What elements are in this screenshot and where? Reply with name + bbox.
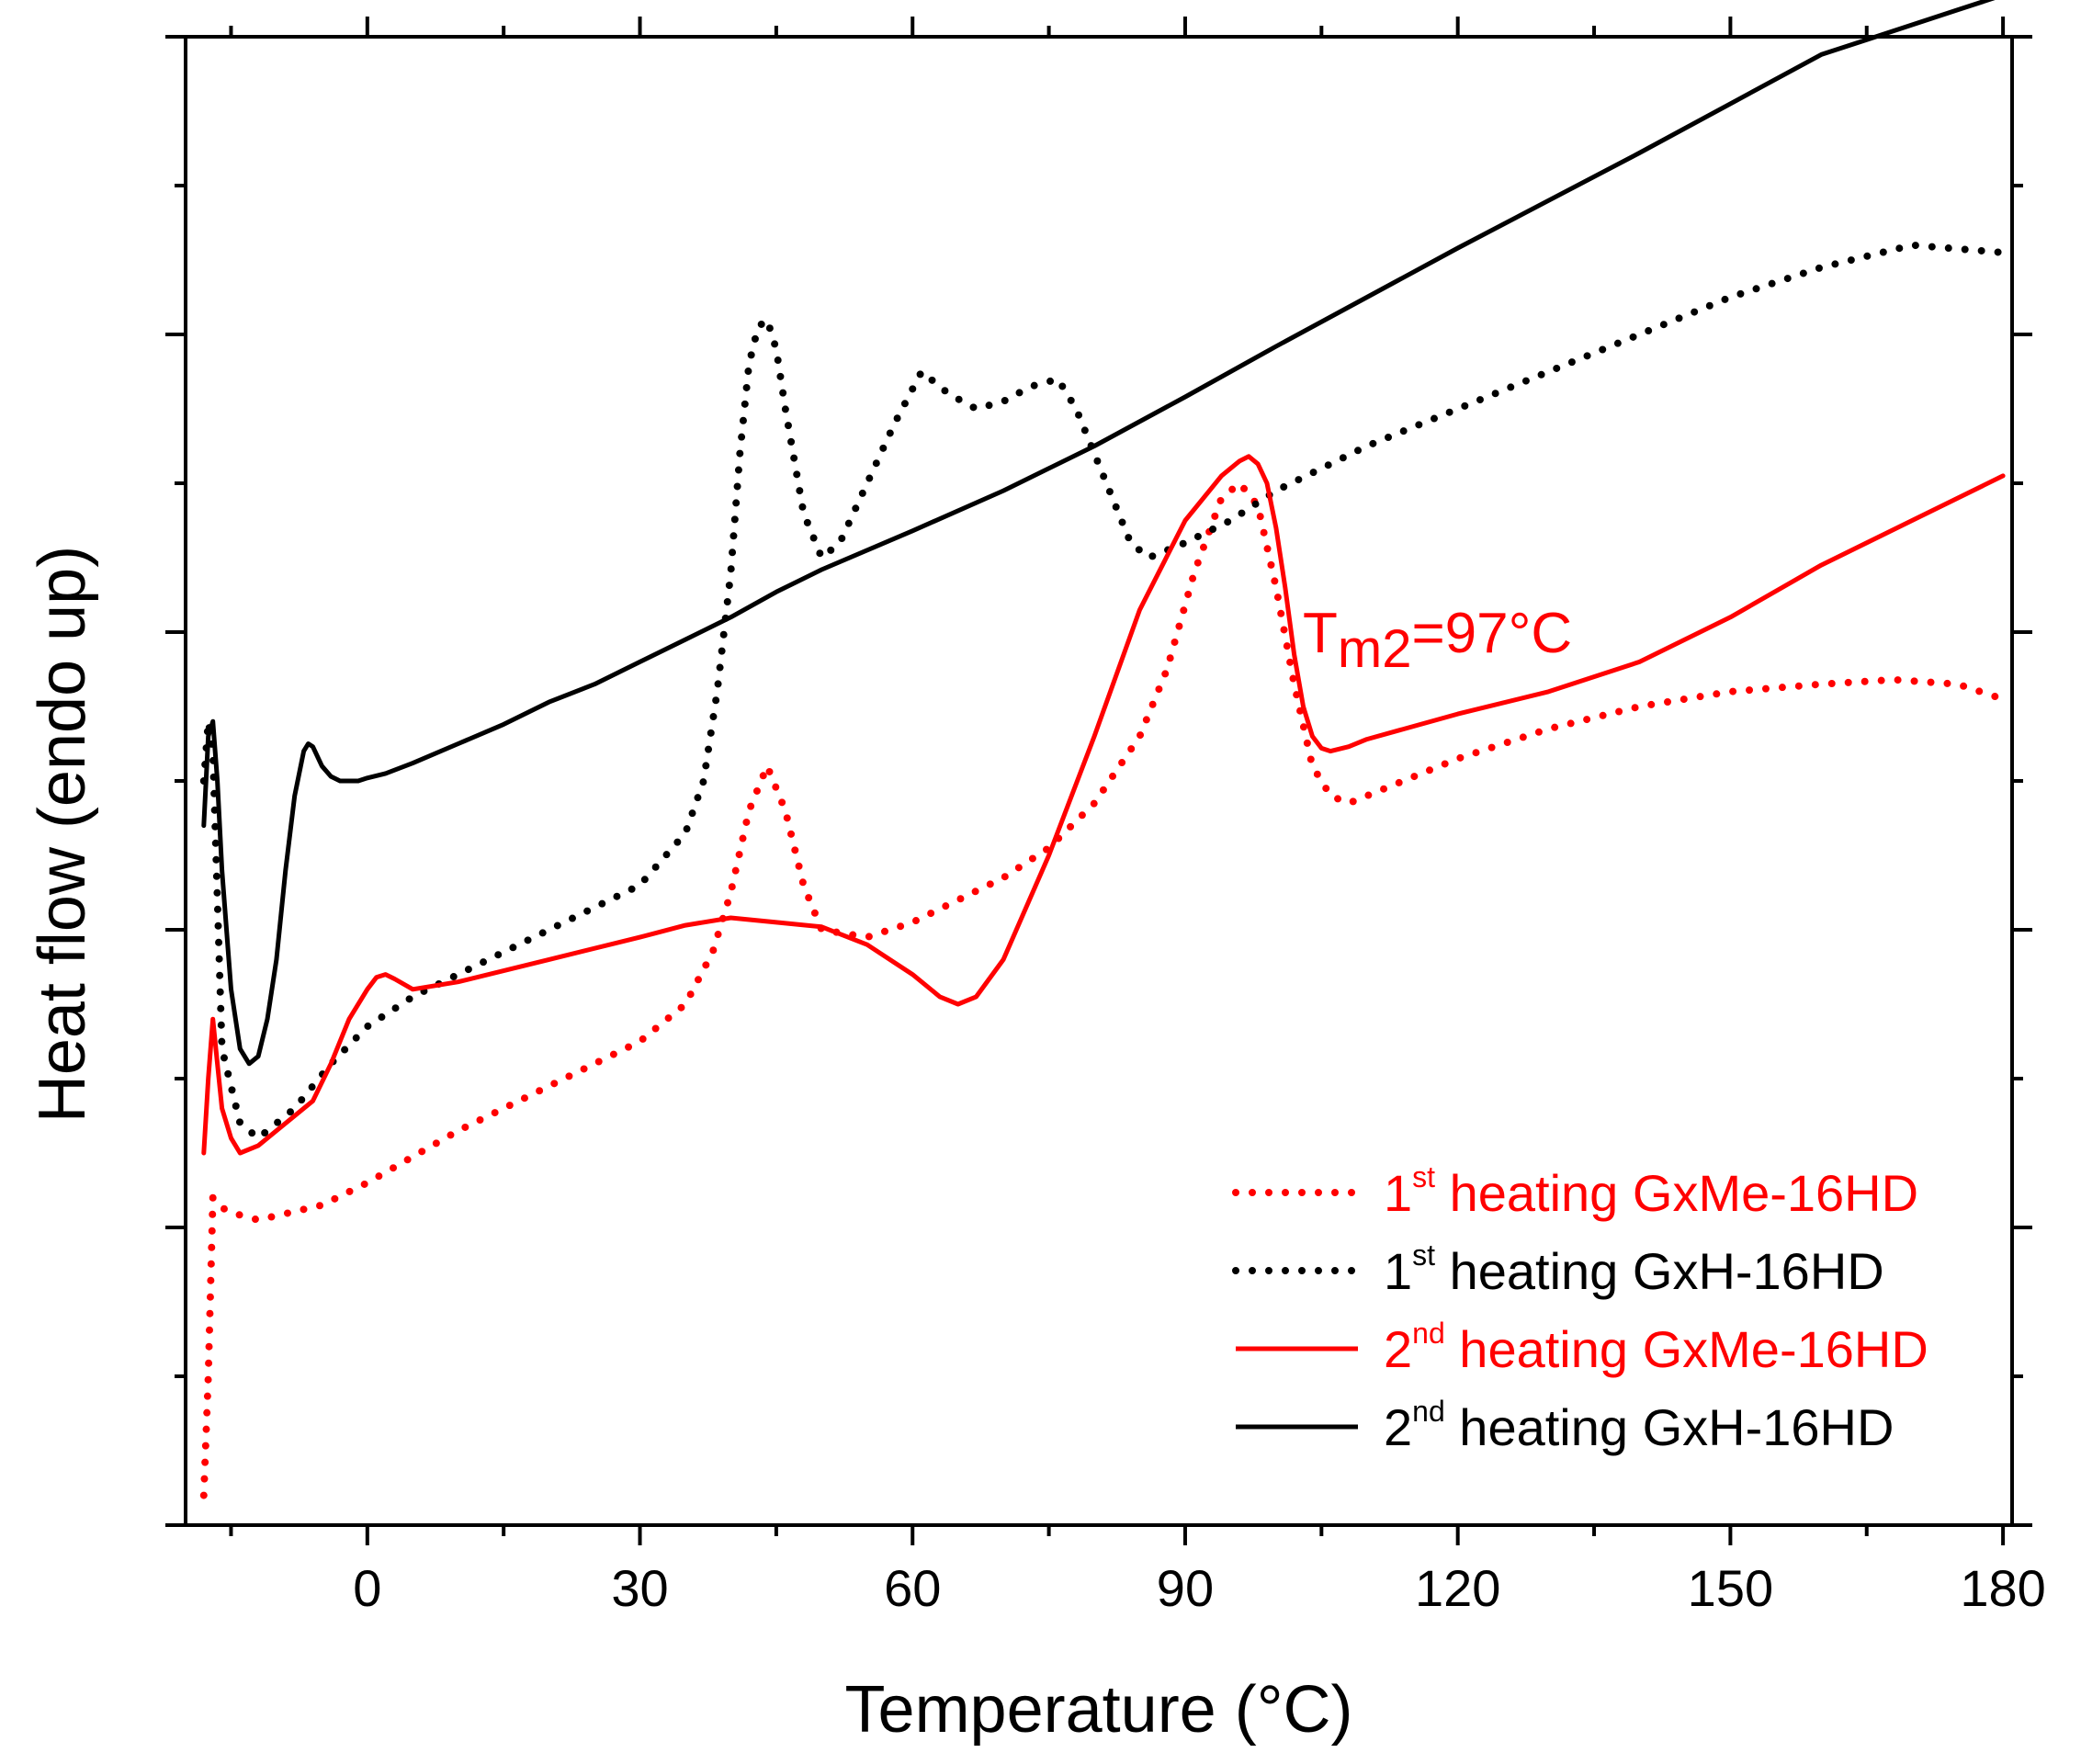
- tm2-annotation: Tm2=97°C: [1303, 602, 1572, 679]
- x-tick-label: 60: [884, 1559, 941, 1617]
- legend-ordinal-suffix: nd: [1412, 1395, 1445, 1428]
- x-tick-label: 0: [353, 1559, 381, 1617]
- legend-ordinal: 1: [1384, 1164, 1412, 1222]
- tm2-annotation-base: T: [1303, 602, 1338, 665]
- legend-ordinal: 2: [1384, 1320, 1412, 1378]
- x-tick-label: 150: [1688, 1559, 1773, 1617]
- legend-text: heating GxMe-16HD: [1435, 1164, 1918, 1222]
- legend-ordinal: 1: [1384, 1242, 1412, 1300]
- legend-label: 1st heating GxH-16HD: [1384, 1238, 1884, 1300]
- legend-item: 1st heating GxH-16HD: [1232, 1238, 1884, 1300]
- x-tick-label: 90: [1157, 1559, 1214, 1617]
- series-layer: [199, 0, 2007, 1499]
- legend-item: 2nd heating GxMe-16HD: [1236, 1317, 1928, 1378]
- x-tick-label: 180: [1960, 1559, 2045, 1617]
- series-line-1: [199, 480, 2007, 1499]
- legend-ordinal-suffix: nd: [1412, 1317, 1445, 1350]
- legend-text: heating GxH-16HD: [1445, 1398, 1894, 1456]
- legend-text: heating GxH-16HD: [1435, 1242, 1884, 1300]
- legend-ordinal: 2: [1384, 1398, 1412, 1456]
- x-tick-label: 30: [611, 1559, 668, 1617]
- tm2-annotation-sub: m2: [1338, 619, 1412, 679]
- legend-label: 1st heating GxMe-16HD: [1384, 1160, 1918, 1222]
- y-axis-label: Heat flow (endo up): [26, 546, 99, 1123]
- legend-ordinal-suffix: st: [1412, 1160, 1435, 1193]
- legend-label: 2nd heating GxH-16HD: [1384, 1395, 1894, 1456]
- legend-item: 2nd heating GxH-16HD: [1236, 1395, 1894, 1456]
- series-line-4: [201, 0, 1996, 1067]
- legend-item: 1st heating GxMe-16HD: [1232, 1160, 1918, 1222]
- x-axis-label: Temperature (°C): [845, 1673, 1353, 1747]
- tm2-annotation-rest: =97°C: [1411, 602, 1572, 665]
- legend-label: 2nd heating GxMe-16HD: [1384, 1317, 1928, 1378]
- x-tick-label: 120: [1415, 1559, 1500, 1617]
- legend-text: heating GxMe-16HD: [1445, 1320, 1928, 1378]
- series-line-3: [201, 454, 2006, 1156]
- series-line-2: [199, 241, 2007, 1142]
- ticks-layer: 0 30 60 90 120 150 180: [165, 17, 2046, 1617]
- legend-ordinal-suffix: st: [1412, 1238, 1435, 1272]
